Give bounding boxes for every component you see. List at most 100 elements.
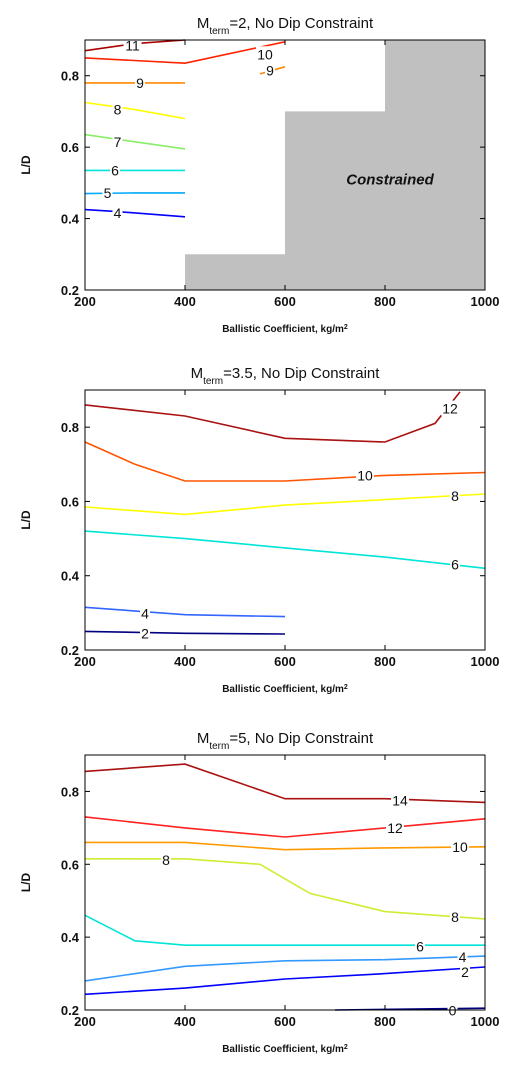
contour-label: 6 <box>111 162 119 178</box>
chart-title: Mterm=3.5, No Dip Constraint <box>191 365 381 387</box>
y-axis-label: L/D <box>19 510 33 530</box>
chart-title: Mterm=2, No Dip Constraint <box>197 15 374 37</box>
chart-panel-1: Mterm=2, No Dip Constraint Constrained 45 6… <box>19 15 499 335</box>
contour-label: 4 <box>114 205 122 221</box>
contour-label: 6 <box>451 557 459 573</box>
contour-line-7 <box>84 133 186 150</box>
chart-panel-2: Mterm=3.5, No Dip Constraint 2 4 6 8 10 12 0.2 0… <box>19 365 499 695</box>
x-tick-label: 600 <box>274 294 296 309</box>
contour-line-4 <box>84 606 286 618</box>
x-tick-label: 200 <box>74 294 96 309</box>
x-axis-label: Ballistic Coefficient, kg/m2 <box>222 1044 348 1056</box>
contour-label: 9 <box>136 75 144 91</box>
x-tick-label: 800 <box>374 1014 396 1029</box>
contour-label-bg <box>415 938 425 954</box>
contour-label: 4 <box>459 949 467 965</box>
contour-line-4 <box>84 208 186 218</box>
contour-label-bg <box>112 101 123 117</box>
x-tick-label: 400 <box>174 294 196 309</box>
contour-label: 8 <box>451 488 459 504</box>
contour-line-12 <box>84 391 461 443</box>
x-axis-label: Ballistic Coefficient, kg/m2 <box>222 684 348 696</box>
contour-label: 14 <box>392 793 408 809</box>
contour-label-bg <box>391 792 409 808</box>
y-tick-label: 0.2 <box>61 1003 79 1018</box>
chart-panel-3: Mterm=5, No Dip Constraint 0 24 6 8 8 10 12 14 0.… <box>19 730 499 1055</box>
x-tick-label: 400 <box>174 1014 196 1029</box>
contour-line-4 <box>84 955 486 982</box>
contour-label-bg <box>450 556 460 572</box>
contour-line-6 <box>84 530 486 570</box>
x-tick-label: 200 <box>74 1014 96 1029</box>
x-tick-label: 400 <box>174 654 196 669</box>
x-tick-label: 200 <box>74 654 96 669</box>
y-tick-label: 0.8 <box>61 420 79 435</box>
contour-label: 8 <box>451 909 459 925</box>
contour-label-bg <box>161 851 171 867</box>
contour-line-6 <box>84 914 485 946</box>
x-tick-label: 800 <box>374 294 396 309</box>
contour-label-bg <box>256 46 274 62</box>
contour-label: 10 <box>257 46 273 62</box>
constrained-label: Constrained <box>346 172 434 189</box>
contour-label: 0 <box>449 1003 457 1019</box>
contour-label-bg <box>123 37 142 53</box>
y-tick-label: 0.2 <box>61 643 79 658</box>
contour-label: 10 <box>357 467 373 483</box>
y-tick-label: 0.6 <box>61 857 79 872</box>
x-axis-label: Ballistic Coefficient, kg/m2 <box>222 324 348 336</box>
contour-label: 12 <box>387 820 403 836</box>
contour-label: 9 <box>266 62 274 78</box>
contour-line-10 <box>85 841 486 851</box>
contour-label-bg <box>140 605 150 621</box>
chart-title: Mterm=5, No Dip Constraint <box>197 730 374 752</box>
contour-line-10 <box>84 41 286 65</box>
y-tick-label: 0.4 <box>61 212 80 227</box>
contour-label-bg <box>356 467 374 483</box>
y-tick-label: 0.6 <box>61 140 79 155</box>
contour-label: 10 <box>452 839 468 855</box>
contour-label: 8 <box>114 102 122 118</box>
y-axis-label: L/D <box>19 155 33 175</box>
contour-line-8 <box>85 858 486 920</box>
contour-label-bg <box>441 400 459 416</box>
y-tick-label: 0.2 <box>61 283 79 298</box>
y-axis-label: L/D <box>19 873 33 893</box>
contour-label-bg <box>112 133 123 149</box>
y-tick-label: 0.4 <box>61 569 80 584</box>
y-tick-label: 0.4 <box>61 930 80 945</box>
contour-label: 7 <box>114 134 122 150</box>
contour-label-bg <box>386 819 404 835</box>
x-tick-label: 800 <box>374 654 396 669</box>
contour-line-2 <box>84 630 286 635</box>
contour-label: 6 <box>416 938 424 954</box>
contour-label: 2 <box>141 625 149 641</box>
contour-label-bg <box>457 949 468 965</box>
contour-line-8 <box>84 101 186 120</box>
y-tick-label: 0.8 <box>61 784 79 799</box>
contour-label: 4 <box>141 606 149 622</box>
contour-label-bg <box>112 205 123 221</box>
contour-line-12 <box>84 816 486 838</box>
contour-line-10 <box>84 441 486 482</box>
x-tick-label: 600 <box>274 654 296 669</box>
contour-label-bg <box>451 838 469 854</box>
contour-label: 11 <box>125 37 140 53</box>
contour-line-8 <box>84 493 486 516</box>
contour-label: 5 <box>104 185 112 201</box>
contour-label-bg <box>110 162 120 178</box>
contour-label-bg <box>450 487 460 503</box>
y-tick-label: 0.8 <box>61 69 79 84</box>
x-tick-label: 600 <box>274 1014 296 1029</box>
contour-line-14 <box>84 763 486 804</box>
x-tick-label: 1000 <box>471 654 500 669</box>
contour-label: 2 <box>461 964 469 980</box>
contour-label-bg <box>140 625 150 641</box>
x-tick-label: 1000 <box>471 294 500 309</box>
contour-line-2 <box>84 966 486 996</box>
contour-label: 12 <box>442 401 458 417</box>
y-tick-label: 0.6 <box>61 494 79 509</box>
contour-label-bg <box>460 963 470 979</box>
constrained-region <box>185 40 485 290</box>
